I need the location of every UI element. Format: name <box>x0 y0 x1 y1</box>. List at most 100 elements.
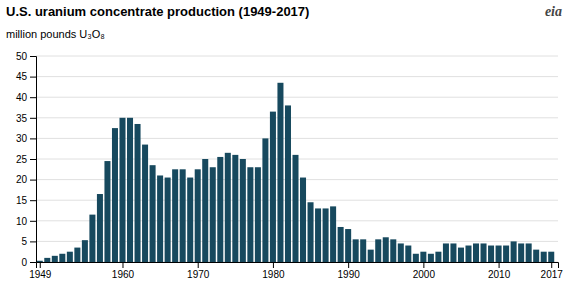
bar <box>368 250 374 262</box>
bar <box>330 206 336 262</box>
y-tick-label: 15 <box>16 195 28 206</box>
x-tick-label: 1980 <box>262 269 285 280</box>
bar <box>511 241 517 262</box>
bar <box>292 155 298 262</box>
y-tick-mark <box>30 200 36 201</box>
x-tick: 2017 <box>541 262 564 280</box>
y-tick-label: 0 <box>21 257 27 268</box>
bar <box>127 118 133 262</box>
y-tick: 45 <box>16 71 36 82</box>
bar <box>67 252 73 262</box>
bar <box>458 248 464 262</box>
x-tick-label: 1970 <box>187 269 210 280</box>
bar <box>142 145 148 262</box>
bar <box>428 254 434 262</box>
bar <box>390 239 396 262</box>
bar <box>383 237 389 262</box>
bar <box>240 159 246 262</box>
x-tick-mark <box>348 262 349 268</box>
bar <box>323 208 329 262</box>
x-tick-mark <box>40 262 41 268</box>
x-tick-label: 2000 <box>413 269 436 280</box>
bar <box>435 252 441 262</box>
x-tick-mark <box>499 262 500 268</box>
bar <box>165 178 171 262</box>
bar <box>405 246 411 262</box>
bar <box>180 169 186 262</box>
bar <box>195 169 201 262</box>
y-tick: 0 <box>21 257 36 268</box>
bar <box>247 167 253 262</box>
bar <box>104 161 110 262</box>
bar <box>135 124 141 262</box>
bar <box>398 243 404 262</box>
y-tick-label: 10 <box>16 216 28 227</box>
bar <box>277 83 283 262</box>
bar <box>52 256 58 262</box>
grid <box>36 56 558 262</box>
annotation: eia <box>545 4 562 19</box>
bar <box>210 167 216 262</box>
bar <box>97 194 103 262</box>
grid-line <box>36 97 558 98</box>
bar <box>360 239 366 262</box>
y-tick-label: 25 <box>16 154 28 165</box>
bar <box>89 215 95 262</box>
x-tick: 2000 <box>413 262 436 280</box>
x-tick: 2010 <box>488 262 511 280</box>
bar <box>473 243 479 262</box>
bar <box>285 105 291 262</box>
bar <box>526 243 532 262</box>
bar <box>157 175 163 262</box>
bar <box>488 246 494 262</box>
bar <box>420 252 426 262</box>
bar <box>450 243 456 262</box>
y-axis-line <box>30 57 37 263</box>
y-tick: 25 <box>16 154 36 165</box>
bar <box>548 252 554 262</box>
bar <box>518 243 524 262</box>
x-tick: 1949 <box>29 262 52 280</box>
y-tick-label: 5 <box>21 236 27 247</box>
x-tick: 1960 <box>112 262 135 280</box>
title: U.S. uranium concentrate production (194… <box>6 4 309 19</box>
bar <box>315 208 321 262</box>
y-tick-mark <box>30 97 36 98</box>
bar <box>541 252 547 262</box>
bar <box>503 246 509 262</box>
x-tick-mark <box>198 262 199 268</box>
y-tick: 30 <box>16 133 36 144</box>
y-tick-mark <box>30 77 36 78</box>
x-tick-label: 2010 <box>488 269 511 280</box>
y-tick-mark <box>30 118 36 119</box>
y-tick: 20 <box>16 174 36 185</box>
y-tick-label: 40 <box>16 92 28 103</box>
y-tick-mark <box>30 262 36 263</box>
y-tick-label: 35 <box>16 113 28 124</box>
bar <box>112 128 118 262</box>
bar <box>443 243 449 262</box>
grid-line <box>36 76 558 77</box>
y-tick: 35 <box>16 113 36 124</box>
bar <box>255 167 261 262</box>
x-tick-mark <box>423 262 424 268</box>
bar <box>345 229 351 262</box>
bar <box>232 155 238 262</box>
y-tick-mark <box>30 138 36 139</box>
y-axis: 05101520253035404550 <box>16 51 37 268</box>
x-tick-label: 2017 <box>541 269 564 280</box>
bar <box>187 178 193 262</box>
bar <box>37 261 43 262</box>
bar <box>338 227 344 262</box>
bar <box>82 240 88 262</box>
x-tick-label: 1960 <box>112 269 135 280</box>
bar <box>533 250 539 262</box>
bar <box>375 239 381 262</box>
bars <box>37 83 554 262</box>
y-axis-label: million pounds U₃O₈ <box>6 28 105 40</box>
x-tick: 1980 <box>262 262 285 280</box>
x-tick: 1990 <box>338 262 361 280</box>
y-tick-mark <box>30 159 36 160</box>
bar <box>150 165 156 262</box>
y-tick: 15 <box>16 195 36 206</box>
